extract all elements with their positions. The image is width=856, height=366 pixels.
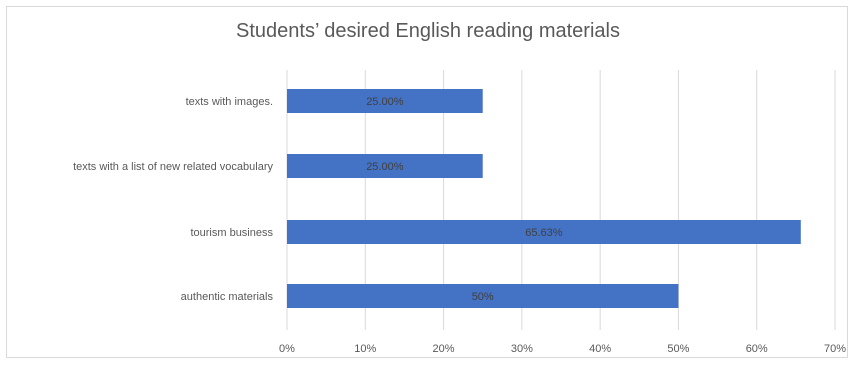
data-label: 25.00%: [366, 161, 404, 173]
bar: [287, 154, 483, 178]
bar: [287, 284, 679, 308]
category-label: tourism business: [190, 227, 273, 239]
data-label: 50%: [472, 291, 494, 303]
x-tick-label: 0%: [279, 343, 295, 355]
x-tick-label: 50%: [667, 343, 689, 355]
x-tick-label: 10%: [354, 343, 376, 355]
bar: [287, 89, 483, 113]
x-tick-label: 20%: [433, 343, 455, 355]
chart-title: Students’ desired English reading materi…: [236, 20, 620, 42]
category-label: authentic materials: [181, 291, 274, 303]
data-label: 65.63%: [525, 227, 563, 239]
x-tick-label: 60%: [746, 343, 768, 355]
x-tick-label: 30%: [511, 343, 533, 355]
x-tick-label: 70%: [824, 343, 846, 355]
category-label: texts with a list of new related vocabul…: [73, 161, 273, 173]
data-label: 25.00%: [366, 96, 404, 108]
category-label: texts with images.: [186, 96, 273, 108]
bar: [287, 220, 801, 244]
x-tick-label: 40%: [589, 343, 611, 355]
